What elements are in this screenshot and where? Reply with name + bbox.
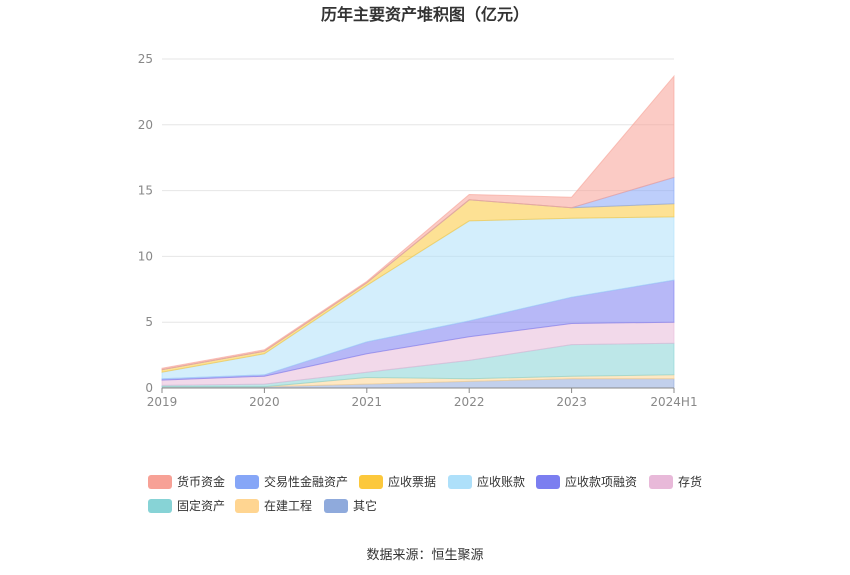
- legend-item-应收款项融资[interactable]: 应收款项融资: [536, 474, 637, 489]
- legend-item-在建工程[interactable]: 在建工程: [235, 498, 312, 513]
- legend-label: 固定资产: [177, 498, 225, 513]
- legend-swatch: [235, 475, 259, 489]
- legend-swatch: [235, 499, 259, 513]
- x-tick-label: 2021: [352, 395, 383, 409]
- legend-swatch: [448, 475, 472, 489]
- legend-swatch: [148, 475, 172, 489]
- y-tick-label: 15: [138, 184, 153, 198]
- y-tick-label: 10: [138, 249, 153, 263]
- legend-label: 应收款项融资: [565, 474, 637, 489]
- legend-label: 应收票据: [388, 474, 436, 489]
- legend-label: 交易性金融资产: [264, 474, 348, 489]
- legend-item-其它[interactable]: 其它: [324, 498, 377, 513]
- legend-label: 货币资金: [177, 474, 225, 489]
- legend-label: 应收账款: [477, 474, 525, 489]
- legend-item-应收票据[interactable]: 应收票据: [359, 474, 436, 489]
- legend-item-货币资金[interactable]: 货币资金: [148, 474, 225, 489]
- y-tick-label: 5: [145, 315, 153, 329]
- x-tick-label: 2024H1: [650, 395, 697, 409]
- legend-swatch: [649, 475, 673, 489]
- source-note: 数据来源：恒生聚源: [366, 548, 483, 563]
- y-tick-label: 20: [138, 118, 153, 132]
- chart-title: 历年主要资产堆积图（亿元）: [321, 5, 529, 24]
- legend-label: 存货: [678, 474, 702, 489]
- legend-swatch: [359, 475, 383, 489]
- x-tick-label: 2022: [454, 395, 485, 409]
- x-tick-label: 2023: [556, 395, 587, 409]
- y-tick-label: 0: [145, 381, 153, 395]
- legend-item-应收账款[interactable]: 应收账款: [448, 474, 525, 489]
- legend-item-固定资产[interactable]: 固定资产: [148, 498, 225, 513]
- x-tick-label: 2020: [249, 395, 280, 409]
- legend-label: 其它: [353, 498, 377, 513]
- legend-item-交易性金融资产[interactable]: 交易性金融资产: [235, 474, 348, 489]
- y-tick-label: 25: [138, 52, 153, 66]
- legend-label: 在建工程: [264, 498, 312, 513]
- legend-item-存货[interactable]: 存货: [649, 474, 702, 489]
- area-货币资金: [161, 74, 675, 371]
- series-areas: [161, 74, 675, 389]
- axes: 0 5 10 15 20 25 2019 2020 2021 2022 2023 2024H1: [138, 52, 698, 409]
- legend-swatch: [148, 499, 172, 513]
- legend-swatch: [324, 499, 348, 513]
- legend-swatch: [536, 475, 560, 489]
- x-tick-label: 2019: [147, 395, 178, 409]
